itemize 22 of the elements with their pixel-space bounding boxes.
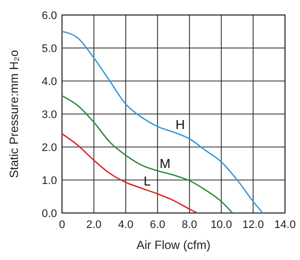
y-tick-label: 0.0 [42, 208, 57, 220]
x-tick-label: 2.0 [86, 219, 102, 231]
y-tick-label: 3.0 [42, 109, 57, 121]
y-tick-label: 6.0 [42, 10, 57, 22]
line-series [61, 30, 264, 214]
x-tick-label: 10.0 [210, 219, 232, 231]
x-tick-label: 0 [58, 219, 66, 231]
series-label: H [176, 117, 185, 132]
y-tick-label: 5.0 [42, 43, 57, 55]
series-label: M [160, 156, 170, 171]
x-tick-label: 12.0 [242, 219, 264, 231]
x-tick-label: 14.0 [274, 219, 296, 231]
y-tick-label: 2.0 [42, 142, 57, 154]
line-series [61, 133, 198, 214]
x-tick-label: 4.0 [118, 219, 134, 231]
x-axis-title: Air Flow (cfm) [136, 238, 210, 252]
y-axis-title: Static Pressure:mm H₂o [7, 50, 21, 178]
y-tick-label: 1.0 [42, 175, 57, 187]
line-series [61, 95, 234, 214]
x-tick-label: 6.0 [150, 219, 166, 231]
x-tick-label: 8.0 [182, 219, 198, 231]
y-tick-label: 4.0 [42, 76, 57, 88]
